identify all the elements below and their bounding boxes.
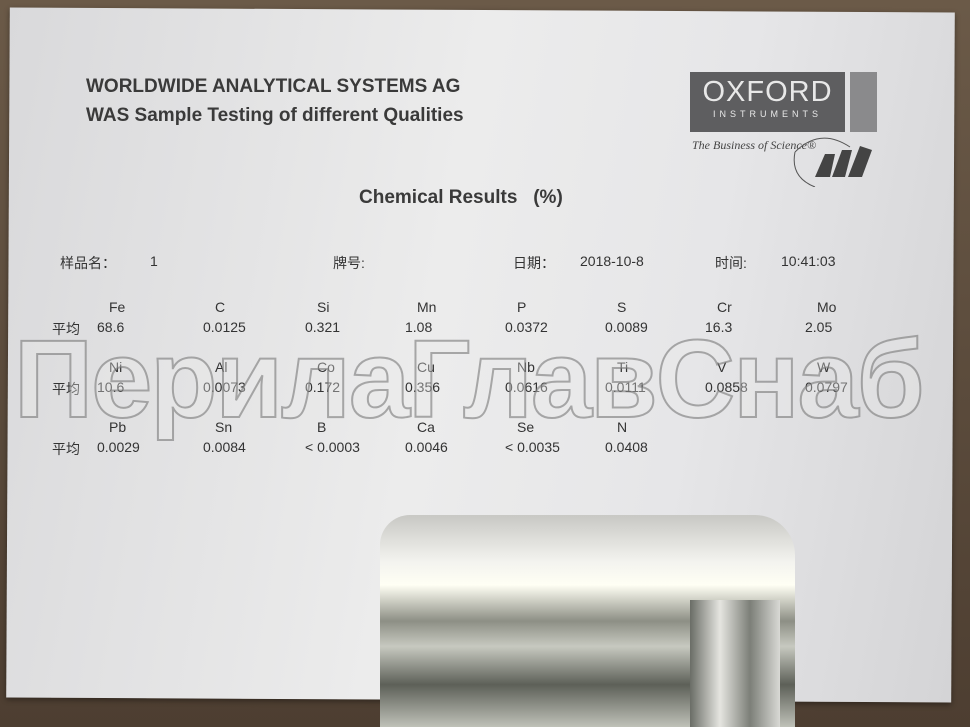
was-logo-icon <box>793 137 872 187</box>
element-value: 0.0111 <box>605 379 646 395</box>
oxford-logo: OXFORD INSTRUMENTS <box>690 72 845 132</box>
element-symbol: Mn <box>417 299 437 315</box>
element-symbol: Si <box>317 299 330 315</box>
element-symbol: Se <box>517 419 535 435</box>
element-value: 10.6 <box>97 379 125 395</box>
logo-brand: OXFORD <box>702 76 833 108</box>
logo-side-bar <box>850 72 877 132</box>
element-value: 68.6 <box>97 319 125 335</box>
element-symbol: Ca <box>417 419 435 435</box>
logo-brand-sub: INSTRUMENTS <box>713 109 822 119</box>
sample-label: 样品名： <box>60 255 116 271</box>
element-value: 0.0046 <box>405 439 448 455</box>
date-label: 日期： <box>513 255 555 271</box>
element-symbol: W <box>817 359 831 375</box>
grade-label: 牌号: <box>333 255 365 271</box>
element-value: 0.0797 <box>805 379 848 395</box>
element-value: 2.05 <box>805 319 833 335</box>
foil-edge <box>690 600 780 727</box>
element-value: 0.0372 <box>505 319 548 335</box>
watermark: ПерилаГлавСнаб <box>13 318 926 441</box>
element-symbol: Sn <box>215 419 233 435</box>
element-symbol: P <box>517 299 527 315</box>
element-value: 0.172 <box>305 379 341 395</box>
element-symbol: B <box>317 419 327 435</box>
report-title: Chemical Results (%) <box>359 187 563 208</box>
element-symbol: Ti <box>617 359 629 375</box>
element-value: 0.0858 <box>705 379 748 395</box>
element-value: 0.0073 <box>203 379 246 395</box>
element-value: 0.0616 <box>505 379 548 395</box>
element-symbol: N <box>617 419 628 435</box>
element-symbol: Pb <box>109 419 127 435</box>
element-symbol: Mo <box>817 299 837 315</box>
logo-tagline: The Business of Science® <box>692 138 817 152</box>
company-name: WORLDWIDE ANALYTICAL SYSTEMS AG <box>86 76 461 97</box>
element-value: 0.0029 <box>97 439 140 455</box>
element-value: 0.321 <box>305 319 341 335</box>
time-value: 10:41:03 <box>781 253 836 269</box>
row-label: 平均 <box>52 381 80 397</box>
element-value: 0.0125 <box>203 319 246 335</box>
element-symbol: Cr <box>717 299 732 315</box>
row-label: 平均 <box>52 321 80 337</box>
element-symbol: V <box>717 359 727 375</box>
element-symbol: Al <box>215 359 228 375</box>
element-symbol: C <box>215 299 226 315</box>
element-value: 0.356 <box>405 379 441 395</box>
element-value: 1.08 <box>405 319 433 335</box>
time-label: 时间: <box>715 255 747 271</box>
element-value: 0.0408 <box>605 439 648 455</box>
element-symbol: S <box>617 299 627 315</box>
element-value: 0.0089 <box>605 319 648 335</box>
date-value: 2018-10-8 <box>580 253 644 269</box>
element-symbol: Ni <box>109 359 123 375</box>
report-subtitle: WAS Sample Testing of different Qualitie… <box>86 105 464 126</box>
element-symbol: Fe <box>109 299 126 315</box>
row-label: 平均 <box>52 441 80 457</box>
element-symbol: Nb <box>517 359 535 375</box>
element-symbol: Co <box>317 359 335 375</box>
element-value: 0.0084 <box>203 439 246 455</box>
element-value: < 0.0035 <box>505 439 560 455</box>
element-value: < 0.0003 <box>305 439 360 455</box>
element-symbol: Cu <box>417 359 435 375</box>
element-value: 16.3 <box>705 319 733 335</box>
sample-value: 1 <box>150 253 158 269</box>
